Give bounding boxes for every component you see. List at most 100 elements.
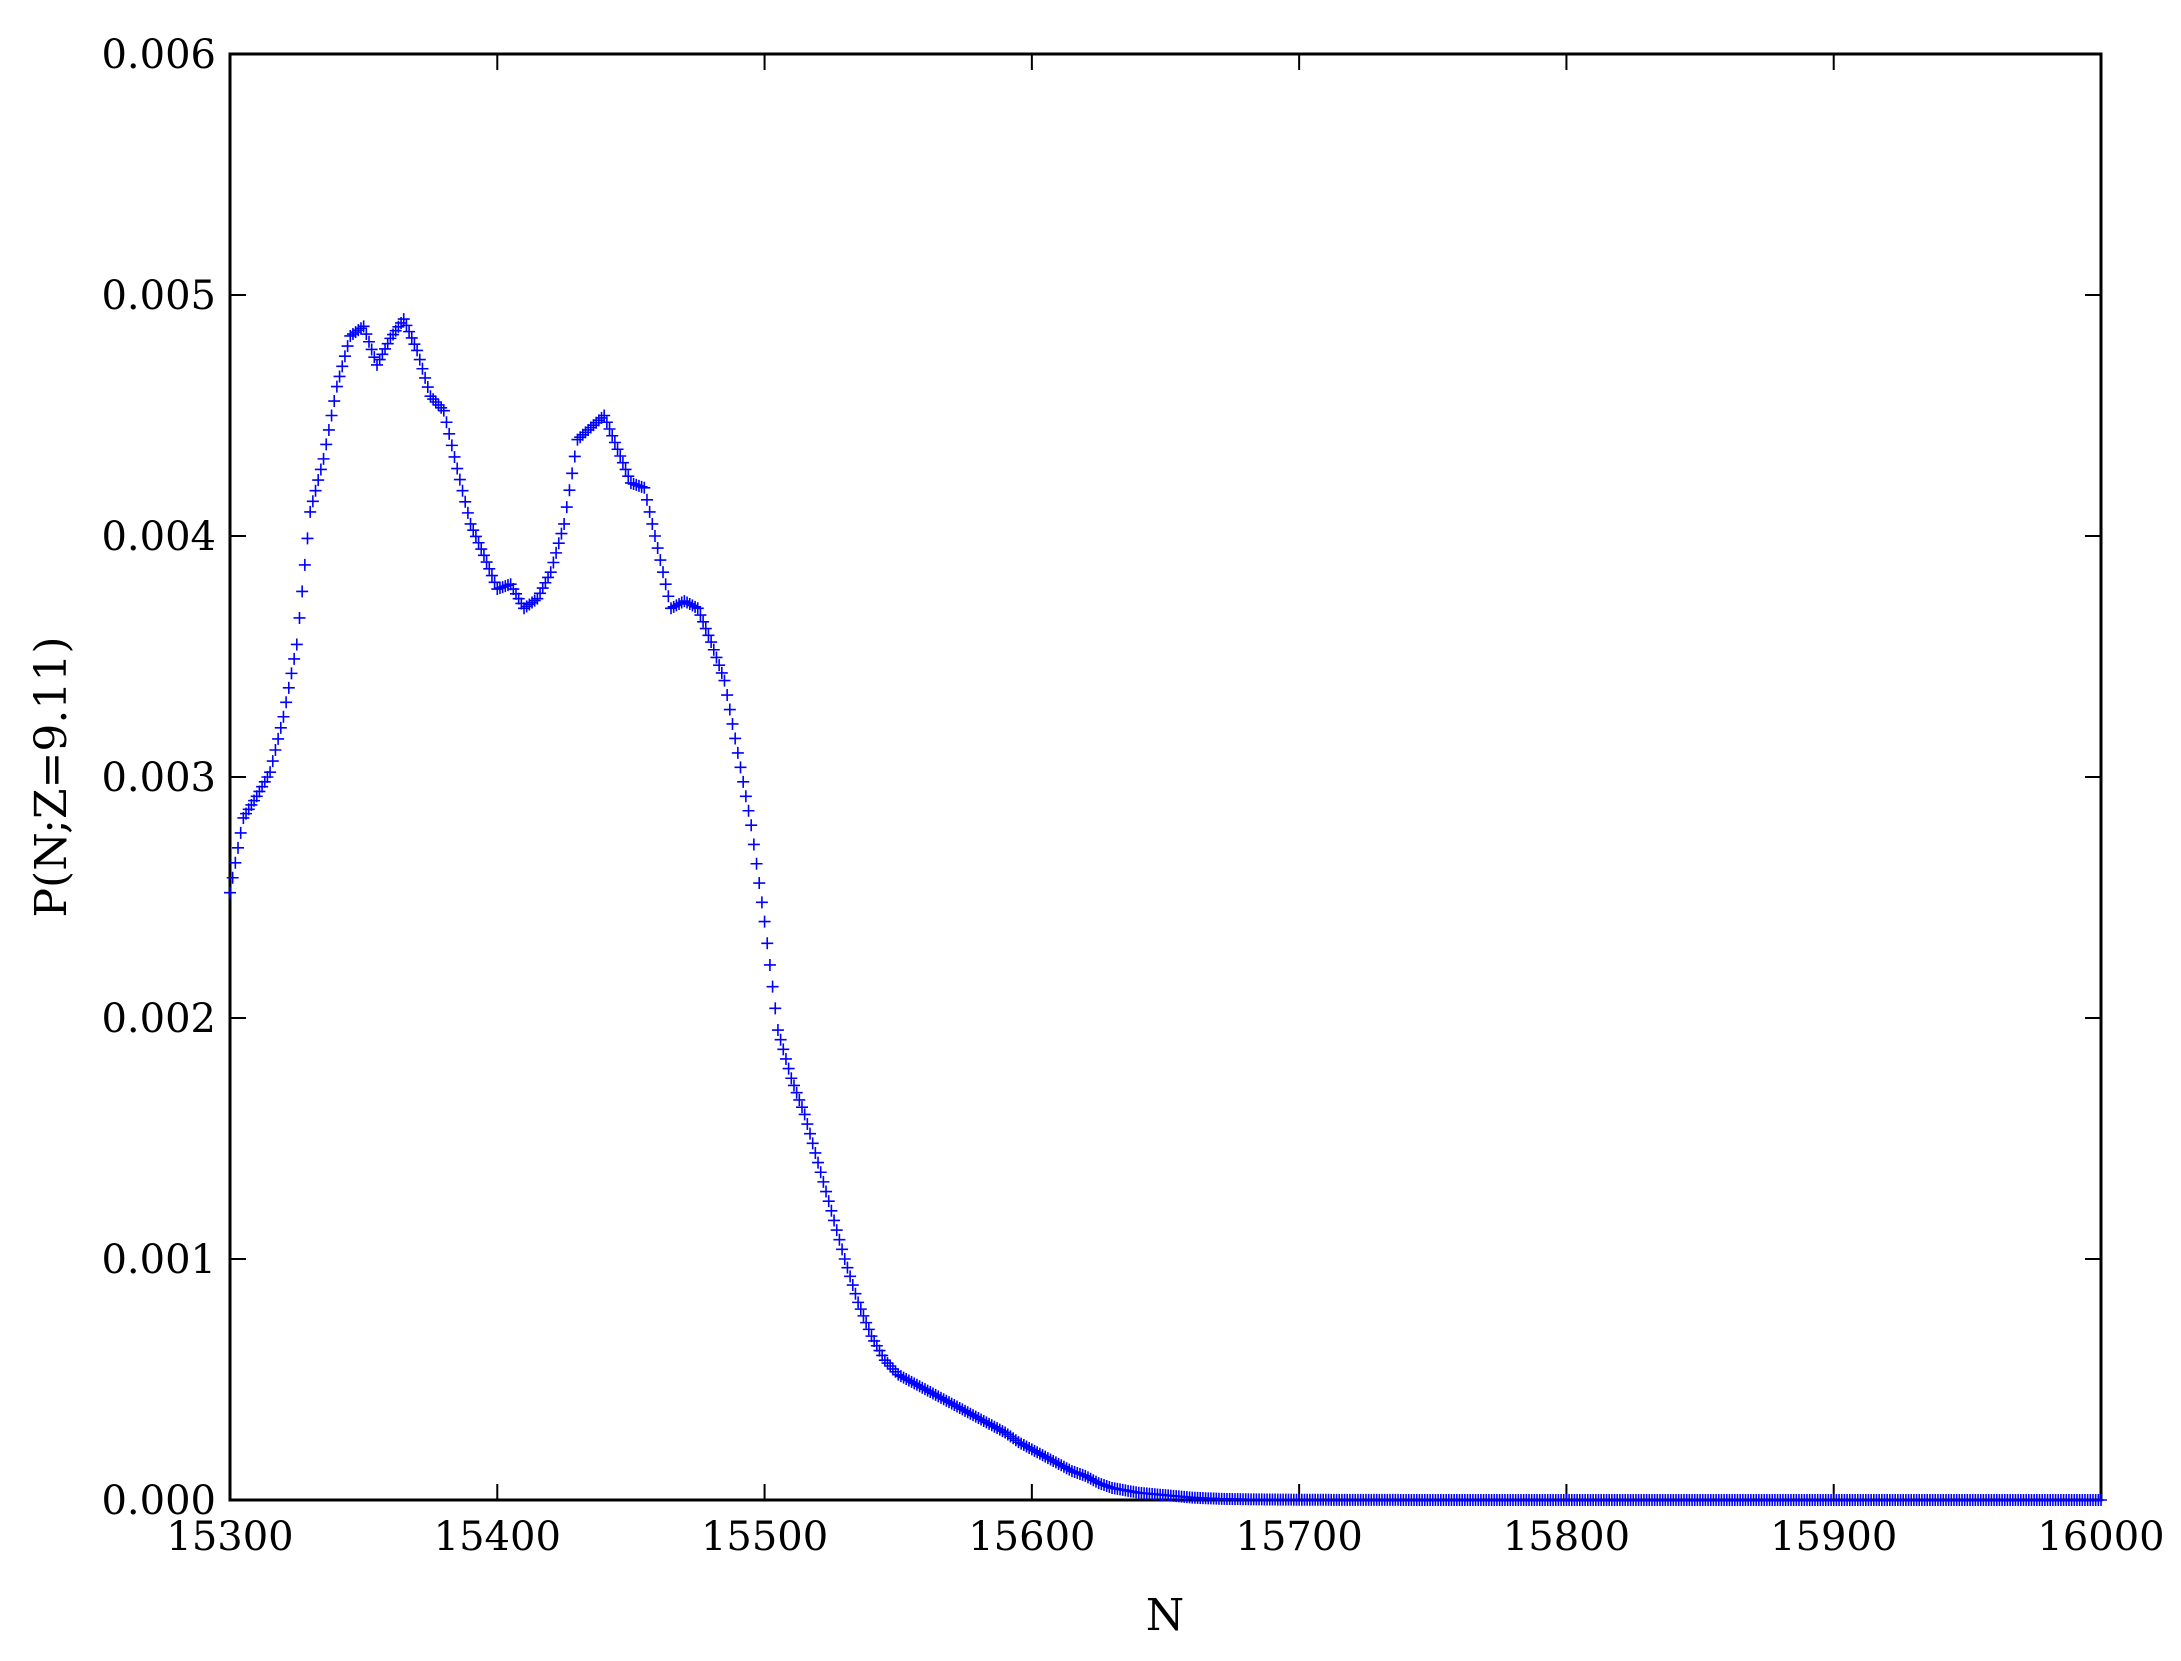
data-point: [977, 1414, 990, 1427]
data-point: [1095, 1478, 1108, 1491]
data-point: [731, 746, 744, 759]
data-point: [320, 438, 333, 451]
data-point: [838, 1253, 851, 1265]
data-point: [934, 1391, 947, 1404]
data-point: [234, 826, 247, 839]
data-point: [972, 1412, 985, 1425]
data-point: [753, 877, 766, 890]
data-point: [892, 1368, 905, 1381]
data-point: [1044, 1453, 1057, 1466]
data-point: [627, 477, 640, 490]
data-point: [328, 395, 341, 408]
data-point: [913, 1380, 926, 1393]
data-point: [1098, 1479, 1111, 1492]
data-point: [865, 1330, 878, 1343]
data-point: [536, 582, 549, 595]
data-point: [531, 592, 544, 605]
data-point: [908, 1377, 921, 1390]
data-point: [469, 530, 482, 543]
data-point: [403, 325, 416, 338]
data-point: [499, 580, 512, 593]
data-point: [309, 484, 322, 497]
data-point: [1015, 1437, 1028, 1450]
data-point: [507, 583, 520, 596]
data-point: [253, 785, 266, 798]
data-point: [472, 536, 485, 549]
data-point: [1052, 1457, 1065, 1470]
data-point: [608, 436, 621, 449]
data-point: [697, 615, 710, 628]
data-point: [793, 1093, 806, 1106]
data-point: [881, 1357, 894, 1370]
y-tick-label: 0.003: [101, 755, 216, 801]
data-point: [298, 558, 311, 571]
data-point: [461, 506, 474, 519]
data-point: [1068, 1466, 1081, 1479]
data-point: [1057, 1460, 1070, 1473]
data-point: [771, 1024, 784, 1037]
data-point: [1092, 1477, 1105, 1490]
data-point: [571, 433, 584, 446]
x-axis-label: N: [1146, 1590, 1185, 1641]
data-point: [820, 1185, 833, 1198]
data-point: [1076, 1468, 1089, 1481]
data-point: [451, 462, 464, 475]
data-point: [552, 537, 565, 550]
data-point: [854, 1303, 867, 1316]
data-point: [993, 1423, 1006, 1436]
data-point: [408, 338, 421, 351]
data-point: [632, 479, 645, 492]
data-point: [362, 335, 375, 348]
data-point: [288, 652, 301, 665]
data-point: [959, 1404, 972, 1417]
data-point: [598, 409, 611, 422]
data-point: [280, 696, 293, 709]
data-point: [448, 450, 461, 463]
data-point: [456, 484, 469, 497]
data-point: [293, 611, 306, 624]
data-point: [870, 1339, 883, 1352]
data-point: [558, 517, 571, 530]
data-point: [1041, 1452, 1054, 1465]
data-point: [750, 857, 763, 870]
data-point: [758, 915, 771, 928]
x-tick-label: 16000: [2037, 1514, 2164, 1560]
data-point: [713, 659, 726, 672]
data-point: [683, 597, 696, 610]
y-tick-label: 0.001: [101, 1237, 216, 1283]
data-point: [665, 602, 678, 615]
data-point: [967, 1409, 980, 1422]
data-point: [590, 416, 603, 429]
data-point: [886, 1362, 899, 1375]
data-point: [705, 636, 718, 649]
data-point: [798, 1108, 811, 1121]
data-point: [312, 474, 325, 487]
data-point: [432, 398, 445, 411]
data-point: [555, 527, 568, 540]
data-point: [250, 790, 263, 803]
data-point: [453, 473, 466, 486]
data-point: [878, 1354, 891, 1367]
data-point: [600, 416, 613, 429]
x-tick-label: 15500: [701, 1514, 828, 1560]
data-point: [945, 1397, 958, 1410]
data-point: [801, 1118, 814, 1131]
data-point: [737, 775, 750, 788]
data-point: [1079, 1469, 1092, 1482]
data-point: [381, 337, 394, 350]
data-point: [304, 505, 317, 518]
data-point: [806, 1137, 819, 1150]
data-point: [542, 571, 555, 584]
data-point: [648, 530, 661, 542]
data-point: [841, 1261, 854, 1274]
data-point: [301, 532, 314, 545]
data-point: [568, 450, 581, 463]
data-point: [654, 554, 667, 567]
data-point: [539, 576, 552, 589]
data-point: [953, 1401, 966, 1414]
data-point: [667, 600, 680, 613]
data-point: [860, 1316, 873, 1329]
data-point: [485, 569, 498, 582]
data-point: [336, 360, 349, 373]
data-point: [1039, 1450, 1052, 1463]
